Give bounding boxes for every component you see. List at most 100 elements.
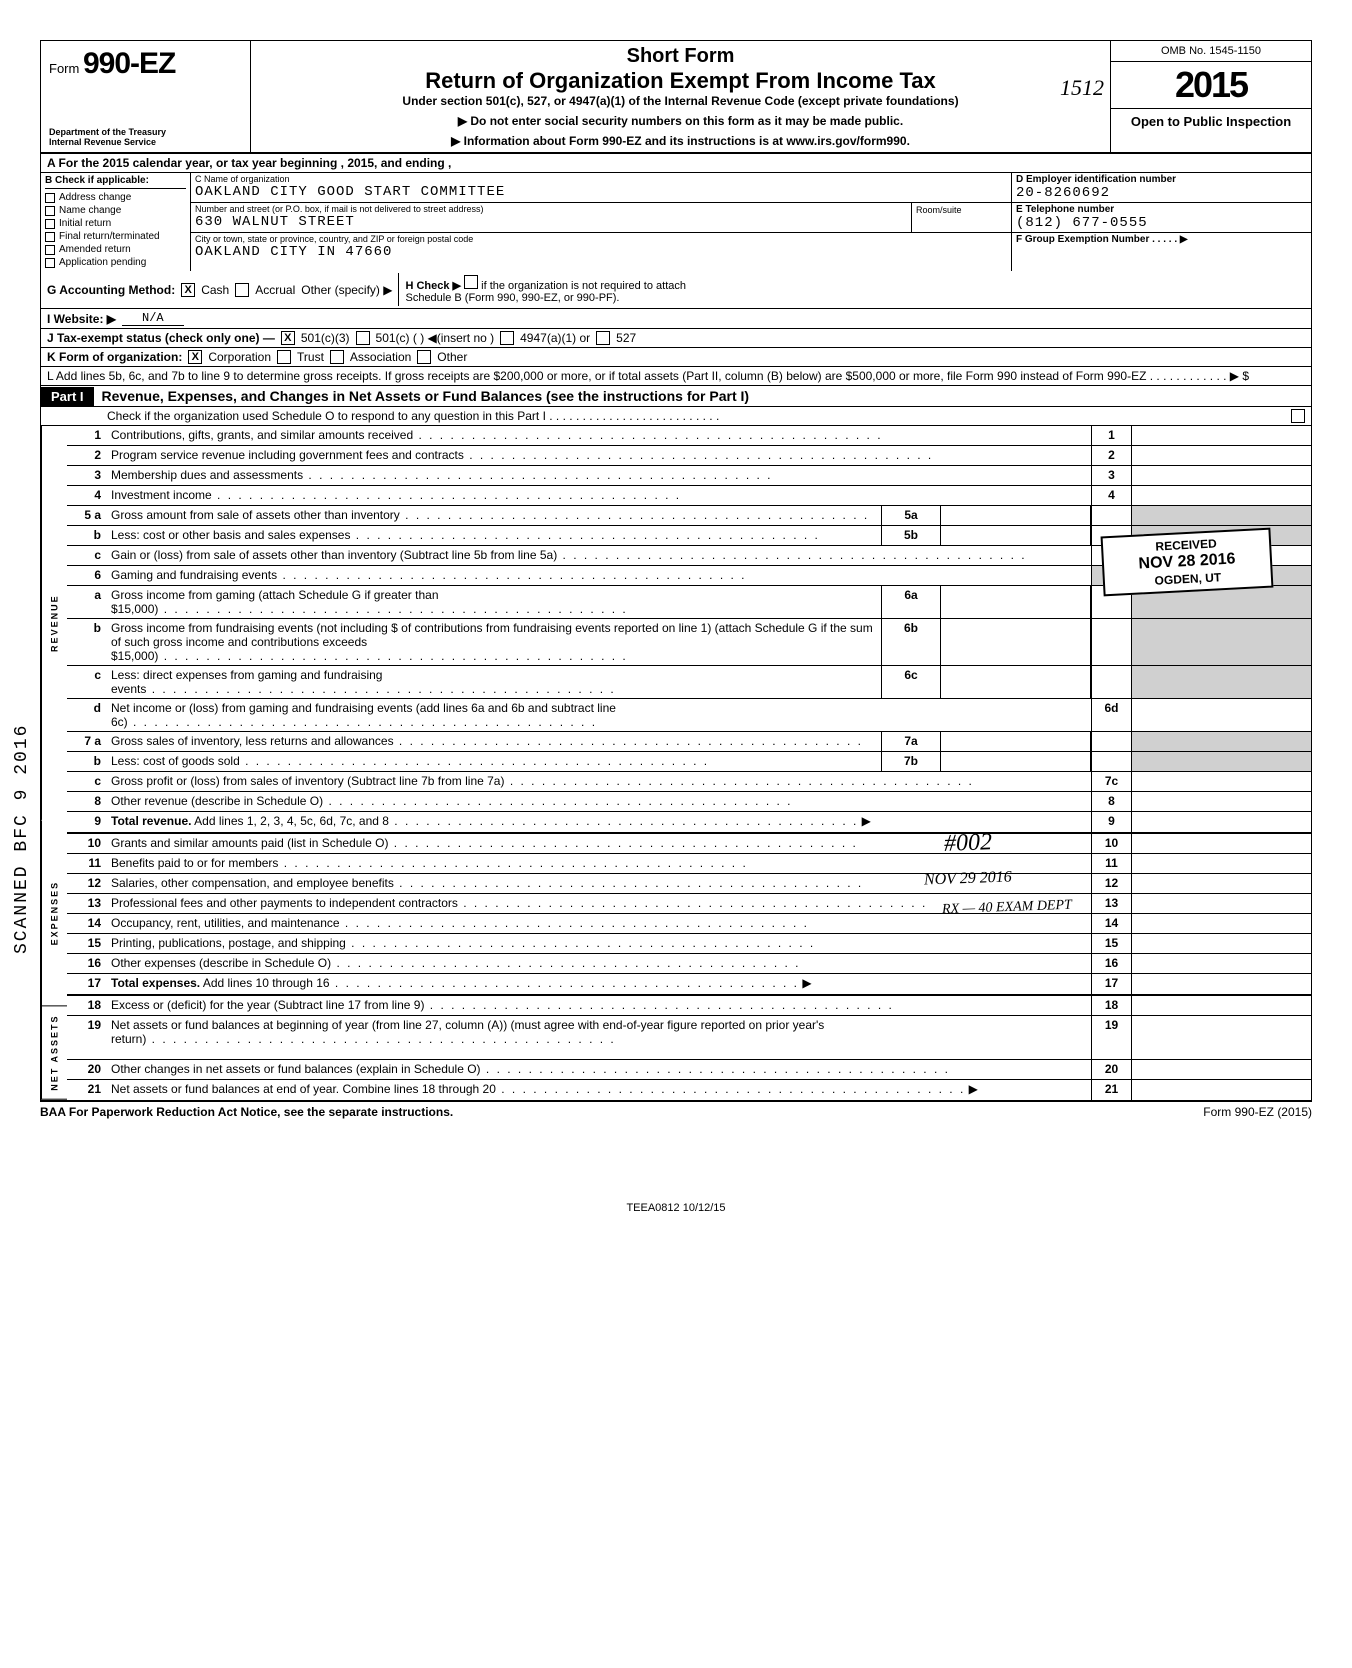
form-990ez: Form 990-EZ Department of the Treasury I… — [40, 40, 1312, 1214]
chk-cash[interactable]: X — [181, 283, 195, 297]
row-number: 9 — [67, 812, 107, 832]
chk-schedule-b[interactable] — [464, 275, 478, 289]
row-number: 6 — [67, 566, 107, 585]
row-description: Gaming and fundraising events — [107, 566, 1091, 585]
chk-501c3[interactable]: X — [281, 331, 295, 345]
right-ref: 4 — [1091, 486, 1131, 505]
checkbox-icon — [45, 206, 55, 216]
amount-cell[interactable] — [1131, 934, 1311, 953]
mini-value[interactable] — [941, 619, 1091, 665]
chk-amended-return[interactable]: Amended return — [45, 243, 186, 256]
chk-4947[interactable] — [500, 331, 514, 345]
amount-cell[interactable] — [1131, 666, 1311, 698]
amount-cell[interactable] — [1131, 812, 1311, 832]
section-c: C Name of organization OAKLAND CITY GOOD… — [191, 173, 1011, 271]
mini-value[interactable] — [941, 752, 1091, 771]
chk-other-org[interactable] — [417, 350, 431, 364]
row-number: 21 — [67, 1080, 107, 1100]
chk-initial-return[interactable]: Initial return — [45, 217, 186, 230]
trust-label: Trust — [297, 350, 324, 364]
table-row: 21Net assets or fund balances at end of … — [67, 1080, 1311, 1100]
chk-527[interactable] — [596, 331, 610, 345]
checkbox-icon — [45, 219, 55, 229]
table-row: cLess: direct expenses from gaming and f… — [67, 666, 1311, 699]
chk-association[interactable] — [330, 350, 344, 364]
table-row: 15Printing, publications, postage, and s… — [67, 934, 1311, 954]
amount-cell[interactable] — [1131, 619, 1311, 665]
subtitle: Under section 501(c), 527, or 4947(a)(1)… — [259, 94, 1102, 108]
row-description: Membership dues and assessments — [107, 466, 1091, 485]
row-description: Printing, publications, postage, and shi… — [107, 934, 1091, 953]
line-j-tax-status: J Tax-exempt status (check only one) — X… — [40, 329, 1312, 348]
right-ref: 20 — [1091, 1060, 1131, 1079]
chk-final-return[interactable]: Final return/terminated — [45, 230, 186, 243]
amount-cell[interactable] — [1131, 854, 1311, 873]
mini-value[interactable] — [941, 732, 1091, 751]
amount-cell[interactable] — [1131, 752, 1311, 771]
side-label-expenses: EXPENSES — [41, 820, 67, 1006]
amount-cell[interactable] — [1131, 792, 1311, 811]
amount-cell[interactable] — [1131, 996, 1311, 1015]
right-ref: 18 — [1091, 996, 1131, 1015]
amount-cell[interactable] — [1131, 586, 1311, 618]
section-b-checkboxes: B Check if applicable: Address change Na… — [41, 173, 191, 271]
right-ref: 9 — [1091, 812, 1131, 832]
chk-name-change[interactable]: Name change — [45, 204, 186, 217]
right-ref: 2 — [1091, 446, 1131, 465]
corp-label: Corporation — [208, 350, 271, 364]
amount-cell[interactable] — [1131, 914, 1311, 933]
chk-label: Final return/terminated — [59, 231, 160, 242]
mini-value[interactable] — [941, 506, 1091, 525]
mini-value[interactable] — [941, 586, 1091, 618]
chk-trust[interactable] — [277, 350, 291, 364]
mini-value[interactable] — [941, 526, 1091, 545]
chk-accrual[interactable] — [235, 283, 249, 297]
amount-cell[interactable] — [1131, 699, 1311, 731]
amount-cell[interactable] — [1131, 954, 1311, 973]
amount-cell[interactable] — [1131, 426, 1311, 445]
chk-application-pending[interactable]: Application pending — [45, 256, 186, 269]
info-line: ▶ Information about Form 990-EZ and its … — [259, 134, 1102, 148]
chk-schedule-o[interactable] — [1291, 409, 1305, 423]
row-description: Total revenue. Add lines 1, 2, 3, 4, 5c,… — [107, 812, 1091, 832]
table-row: 4Investment income4 — [67, 486, 1311, 506]
phone-label: E Telephone number — [1016, 204, 1307, 215]
amount-cell[interactable] — [1131, 466, 1311, 485]
table-row: 10Grants and similar amounts paid (list … — [67, 834, 1311, 854]
mini-value[interactable] — [941, 666, 1091, 698]
amount-cell[interactable] — [1131, 546, 1311, 565]
part-1-title: Revenue, Expenses, and Changes in Net As… — [94, 386, 758, 406]
amount-cell[interactable] — [1131, 446, 1311, 465]
row-description: Gross sales of inventory, less returns a… — [107, 732, 881, 751]
header-title-block: Short Form Return of Organization Exempt… — [251, 41, 1111, 152]
section-e: E Telephone number (812) 677-0555 — [1012, 203, 1311, 233]
chk-label: Address change — [59, 192, 131, 203]
amount-cell[interactable] — [1131, 526, 1311, 545]
amount-cell[interactable] — [1131, 874, 1311, 893]
form-number: Form 990-EZ — [49, 47, 242, 81]
amount-cell[interactable] — [1131, 974, 1311, 994]
amount-cell[interactable] — [1131, 772, 1311, 791]
amount-cell[interactable] — [1131, 1016, 1311, 1059]
amount-cell[interactable] — [1131, 1080, 1311, 1100]
table-row: cGross profit or (loss) from sales of in… — [67, 772, 1311, 792]
table-row: 11Benefits paid to or for members11 — [67, 854, 1311, 874]
amount-cell[interactable] — [1131, 506, 1311, 525]
part-1-tag: Part I — [41, 387, 94, 406]
org-name-value: OAKLAND CITY GOOD START COMMITTEE — [191, 184, 1011, 202]
checkbox-icon — [45, 193, 55, 203]
chk-corporation[interactable]: X — [188, 350, 202, 364]
chk-address-change[interactable]: Address change — [45, 191, 186, 204]
amount-cell[interactable] — [1131, 1060, 1311, 1079]
amount-cell[interactable] — [1131, 486, 1311, 505]
amount-cell[interactable] — [1131, 894, 1311, 913]
title-return: Return of Organization Exempt From Incom… — [259, 68, 1102, 94]
amount-cell[interactable] — [1131, 732, 1311, 751]
amount-cell[interactable] — [1131, 834, 1311, 853]
chk-501c[interactable] — [356, 331, 370, 345]
row-description: Net income or (loss) from gaming and fun… — [107, 699, 1091, 731]
table-row: 14Occupancy, rent, utilities, and mainte… — [67, 914, 1311, 934]
row-number: a — [67, 586, 107, 618]
row-description: Gain or (loss) from sale of assets other… — [107, 546, 1091, 565]
section-f: F Group Exemption Number . . . . . ▶ — [1012, 233, 1311, 246]
